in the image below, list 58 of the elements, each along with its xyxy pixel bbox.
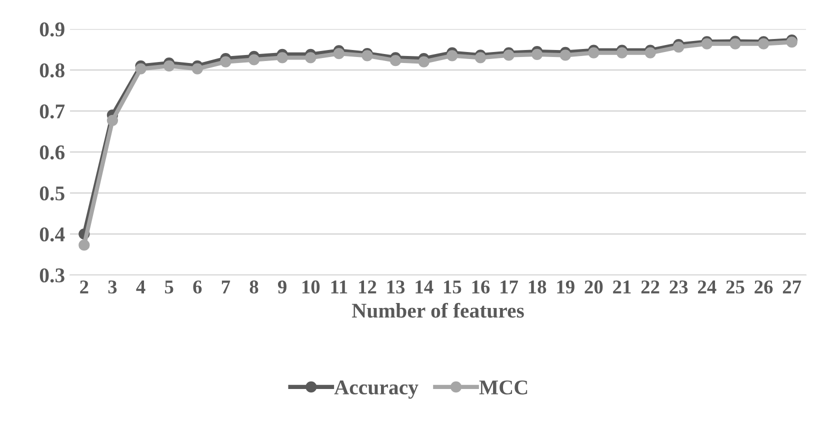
point [305, 52, 316, 64]
x-tick-label: 27 [782, 280, 802, 294]
point [164, 60, 175, 72]
x-tick-label: 2 [80, 280, 88, 294]
legend-label: Accuracy [334, 380, 418, 399]
point [135, 63, 146, 74]
x-tick-label: 7 [222, 280, 230, 294]
x-tick-label: 21 [613, 280, 631, 294]
point [673, 41, 684, 53]
point [560, 50, 571, 61]
x-tick-label: 13 [387, 280, 405, 294]
y-tick-label: 0.5 [40, 186, 64, 201]
y-tick-label: 0.9 [40, 22, 64, 37]
x-tick-label: 11 [331, 280, 348, 294]
x-tick-label: 14 [416, 280, 434, 294]
point [418, 56, 430, 68]
x-tick-label: 26 [754, 280, 773, 294]
point [588, 47, 600, 58]
point [276, 52, 288, 64]
x-tick-label: 4 [136, 280, 146, 294]
point [390, 55, 402, 66]
point [474, 52, 486, 64]
point [503, 50, 514, 61]
point [192, 63, 203, 74]
x-tick-label: 24 [698, 280, 716, 294]
x-tick-label: 3 [108, 280, 117, 294]
legend-label: MCC [479, 380, 528, 394]
x-tick-label: 15 [444, 280, 462, 294]
x-axis-title: Number of features [352, 302, 524, 318]
y-tick-label: 0.7 [40, 104, 65, 119]
x-tick-label: 9 [278, 280, 286, 294]
x-tick-label: 22 [641, 280, 660, 294]
x-tick-label: 17 [500, 280, 518, 294]
x-tick-label: 8 [250, 280, 258, 294]
point [730, 38, 741, 50]
y-tick-label: 0.8 [40, 63, 64, 78]
x-tick-label: 16 [472, 280, 490, 294]
point [220, 56, 232, 68]
x-tick-label: 5 [164, 280, 174, 294]
point [248, 54, 260, 66]
point [106, 114, 118, 126]
point [644, 47, 656, 58]
x-tick-label: 20 [584, 280, 603, 294]
x-tick-label: 10 [302, 280, 320, 294]
x-tick-label: 19 [557, 280, 574, 294]
point [78, 240, 90, 251]
x-tick-label: 12 [359, 280, 376, 294]
y-tick-label: 0.4 [40, 227, 65, 242]
x-tick-label: 23 [670, 280, 688, 294]
y-tick-label: 0.6 [40, 145, 65, 160]
point [616, 47, 628, 58]
x-tick-label: 18 [528, 280, 546, 294]
point [532, 48, 543, 60]
point [446, 50, 458, 62]
point [333, 48, 344, 60]
y-tick-label: 0.3 [40, 268, 64, 283]
x-tick-label: 25 [726, 280, 744, 294]
x-tick-label: 6 [193, 280, 202, 294]
